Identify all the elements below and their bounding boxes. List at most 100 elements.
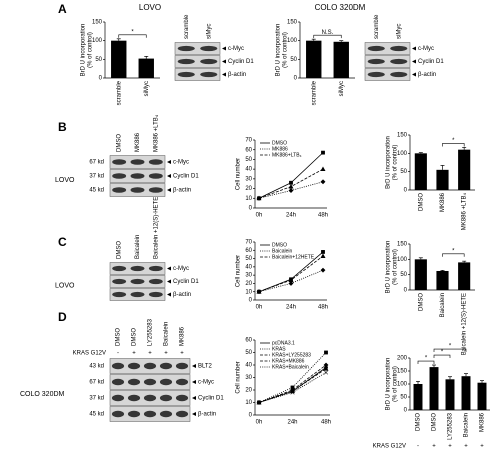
- marker: [323, 366, 329, 371]
- blot-strip: [364, 55, 411, 68]
- arrow: [192, 364, 196, 368]
- y-tick-label: 100: [397, 382, 408, 388]
- y-tick-label: 0: [249, 413, 253, 419]
- blot-band: [367, 45, 385, 52]
- y-tick-label: 50: [245, 256, 252, 262]
- bar: [138, 58, 154, 78]
- bar: [458, 262, 471, 290]
- y-tick-label: 0: [249, 206, 253, 212]
- row-sign: -: [117, 351, 119, 357]
- blot-band: [111, 378, 125, 386]
- y-tick-label: 100: [397, 151, 408, 157]
- x-tick-label: DMSO: [432, 413, 438, 431]
- band-label: Cyclin D1: [228, 59, 254, 65]
- legend-label: KRAS: [272, 346, 286, 352]
- band-size: 67 kd: [89, 160, 104, 166]
- x-tick-label: siMyc: [339, 81, 345, 96]
- y-tick-label: 60: [245, 248, 252, 254]
- blot-band: [130, 265, 145, 272]
- blot-band: [130, 159, 145, 165]
- blot-band: [148, 291, 163, 298]
- blot-band: [148, 278, 163, 285]
- x-tick-label: 0h: [256, 305, 263, 311]
- y-tick-label: 40: [245, 363, 252, 369]
- y-tick-label: 200: [397, 356, 408, 362]
- legend-label: MK886: [272, 146, 288, 152]
- marker: [256, 195, 262, 201]
- blot-band: [177, 71, 195, 78]
- arrow: [167, 266, 171, 271]
- bar: [306, 40, 322, 78]
- x-tick-label: 48h: [318, 213, 328, 219]
- cell-line: LOVO: [55, 177, 75, 184]
- blot-band: [148, 159, 163, 165]
- legend-label: KRAS+Baicalein: [272, 364, 309, 370]
- blot-band: [148, 187, 163, 193]
- y-tick-label: 20: [245, 281, 252, 287]
- arrow: [167, 160, 171, 164]
- bar: [477, 382, 487, 410]
- bar: [414, 153, 427, 190]
- marker: [321, 150, 325, 155]
- row-sign: +: [448, 444, 452, 450]
- annotation: *: [452, 138, 455, 144]
- row-sign: +: [480, 444, 484, 450]
- series-line: [258, 372, 327, 403]
- panel-label: A: [58, 2, 67, 16]
- x-tick-label: 0h: [256, 420, 263, 426]
- blot-band: [390, 58, 408, 65]
- y-tick-label: 50: [245, 350, 252, 356]
- y-tick-label: 100: [287, 38, 298, 44]
- marker: [288, 281, 294, 286]
- band-size: 37 kd: [89, 174, 104, 180]
- x-tick-label: 24h: [287, 420, 297, 426]
- annotation: *: [131, 29, 134, 35]
- blot-column-label: scramble: [184, 14, 190, 39]
- marker: [288, 188, 294, 193]
- row-sign: +: [464, 444, 468, 450]
- blot-column-label: DMSO: [117, 134, 123, 152]
- blot-band: [175, 362, 189, 370]
- arrow: [222, 46, 226, 51]
- x-tick-label: scramble: [116, 80, 122, 105]
- blot-column-label: siMyc: [206, 24, 212, 39]
- blot-column-label: DMSO: [117, 241, 123, 259]
- blot-band: [177, 58, 195, 65]
- x-tick-label: DMSO: [418, 193, 424, 211]
- blot-strip: [174, 68, 221, 81]
- y-axis-label: Cell number: [236, 158, 242, 190]
- x-tick-label: MK886 +LTB₄: [462, 192, 468, 230]
- annotation: *: [441, 350, 444, 356]
- y-tick-label: 30: [245, 176, 252, 182]
- blot-band: [112, 159, 127, 165]
- annotation: N.S.: [322, 30, 334, 36]
- bar: [111, 40, 127, 78]
- y-axis-label: Cell number: [236, 255, 242, 287]
- x-tick-label: MK886: [440, 192, 446, 212]
- row-label: KRAS G12V: [373, 444, 406, 450]
- panel-title: COLO 320DM: [315, 3, 366, 12]
- y-tick-label: 0: [294, 76, 298, 82]
- significance-bracket: [417, 360, 435, 365]
- y-tick-label: 0: [404, 408, 408, 414]
- bar: [458, 149, 471, 190]
- y-axis-label: (% of control): [393, 366, 399, 402]
- x-tick-label: siMyc: [144, 81, 150, 96]
- legend-label: Baicalein+12HETE: [272, 254, 315, 260]
- band-label: Cyclin D1: [173, 279, 199, 285]
- blot-band: [112, 291, 127, 298]
- blot-band: [390, 45, 408, 52]
- blot-band: [367, 58, 385, 65]
- y-tick-label: 0: [404, 188, 408, 194]
- y-axis-label: BrD U incorporation: [276, 24, 282, 77]
- blot-band: [159, 410, 173, 418]
- arrow: [167, 188, 171, 192]
- row-sign: +: [164, 351, 168, 357]
- marker: [320, 166, 326, 172]
- y-tick-label: 50: [290, 57, 297, 63]
- blot-column-label: scramble: [374, 14, 380, 39]
- row-sign: +: [132, 351, 136, 357]
- y-tick-label: 70: [245, 240, 252, 246]
- blot-band: [159, 362, 173, 370]
- blot-band: [200, 71, 218, 78]
